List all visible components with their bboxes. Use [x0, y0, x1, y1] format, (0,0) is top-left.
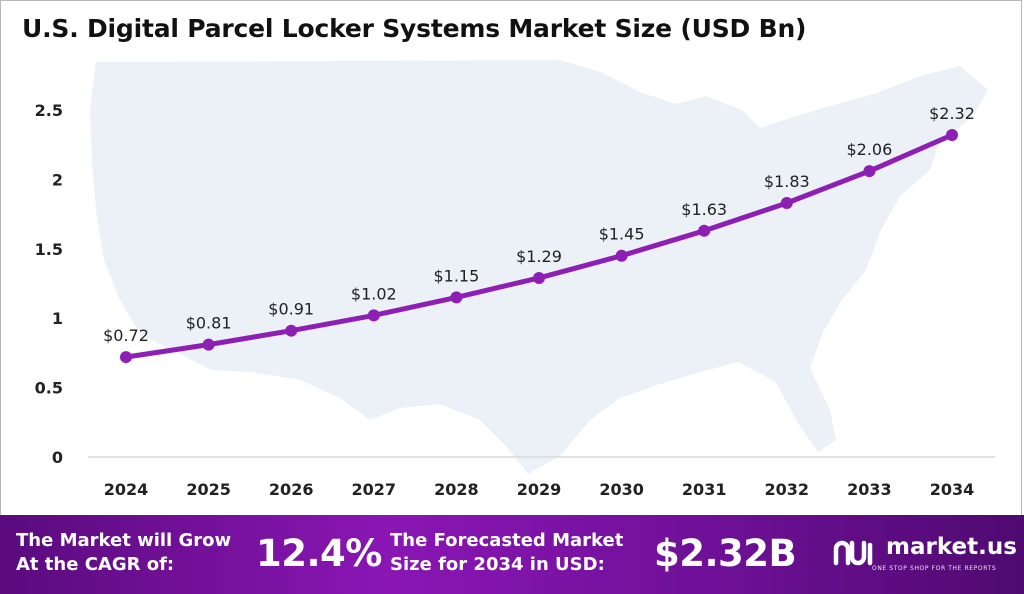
- x-tick-label: 2028: [434, 480, 479, 499]
- data-point: [120, 351, 132, 364]
- data-label: $0.91: [268, 300, 314, 319]
- y-tick-label: 2.5: [35, 101, 63, 120]
- series-market-size: $0.72 $0.81 $0.91 $1.02 $1.15 $1.29 $1.45 $1.63…: [103, 104, 975, 364]
- data-point: [698, 224, 711, 237]
- y-tick-label: 0: [52, 448, 63, 467]
- y-tick-label: 0.5: [35, 379, 63, 398]
- x-tick-label: 2031: [682, 480, 727, 499]
- y-tick-label: 1.5: [35, 240, 63, 259]
- brand-name: market.us: [886, 534, 1017, 560]
- x-tick-label: 2033: [847, 480, 892, 499]
- us-map-background: [90, 60, 988, 474]
- data-label: $2.32: [929, 104, 975, 123]
- data-label: $1.83: [764, 172, 810, 191]
- brand-tagline: ONE STOP SHOP FOR THE REPORTS: [872, 565, 997, 572]
- data-point: [863, 165, 876, 178]
- x-tick-label: 2030: [599, 480, 644, 499]
- data-label: $1.29: [516, 247, 562, 266]
- data-label: $1.45: [599, 225, 645, 244]
- data-point: [780, 196, 793, 209]
- cagr-label-line1: The Market will Grow: [16, 530, 232, 551]
- line-chart: 0 0.5 1 1.5 2 2.5 2024 2025 2026 2027 2028 2029 203…: [35, 60, 995, 499]
- data-label: $2.06: [846, 140, 892, 159]
- data-point: [450, 291, 463, 304]
- summary-banner: The Market will Grow At the CAGR of: 12.…: [0, 515, 1024, 594]
- y-axis: 0 0.5 1 1.5 2 2.5: [35, 101, 63, 467]
- x-tick-label: 2034: [930, 480, 975, 499]
- us-map-shape: [90, 60, 988, 474]
- data-label: $1.02: [351, 284, 397, 303]
- data-point: [367, 309, 380, 322]
- chart-title: U.S. Digital Parcel Locker Systems Marke…: [22, 14, 807, 43]
- forecast-label: The Forecasted Market Size for 2034 in U…: [390, 529, 623, 577]
- x-tick-label: 2024: [104, 480, 149, 499]
- x-tick-label: 2029: [517, 480, 562, 499]
- cagr-value: 12.4%: [256, 532, 382, 575]
- x-tick-label: 2025: [186, 480, 231, 499]
- forecast-label-line2: Size for 2034 in USD:: [390, 554, 605, 575]
- cagr-label-line2: At the CAGR of:: [16, 554, 175, 575]
- data-point: [946, 128, 958, 141]
- data-label: $0.72: [103, 326, 149, 345]
- market-us-logo-icon: [833, 540, 873, 566]
- x-tick-label: 2027: [352, 480, 397, 499]
- x-tick-label: 2032: [765, 480, 810, 499]
- forecast-label-line1: The Forecasted Market: [390, 530, 624, 551]
- forecast-value: $2.32B: [654, 532, 797, 575]
- data-point: [202, 338, 215, 351]
- x-tick-label: 2026: [269, 480, 314, 499]
- data-point: [285, 324, 298, 337]
- y-tick-label: 1: [52, 309, 63, 328]
- data-label: $1.15: [433, 266, 479, 285]
- data-point: [533, 271, 545, 284]
- data-label: $0.81: [186, 314, 232, 333]
- y-tick-label: 2: [52, 170, 63, 189]
- cagr-label: The Market will Grow At the CAGR of:: [16, 529, 231, 577]
- data-label: $1.63: [681, 200, 727, 219]
- data-point: [615, 249, 628, 262]
- x-axis: 2024 2025 2026 2027 2028 2029 2030 2031 2032 2033…: [104, 480, 975, 499]
